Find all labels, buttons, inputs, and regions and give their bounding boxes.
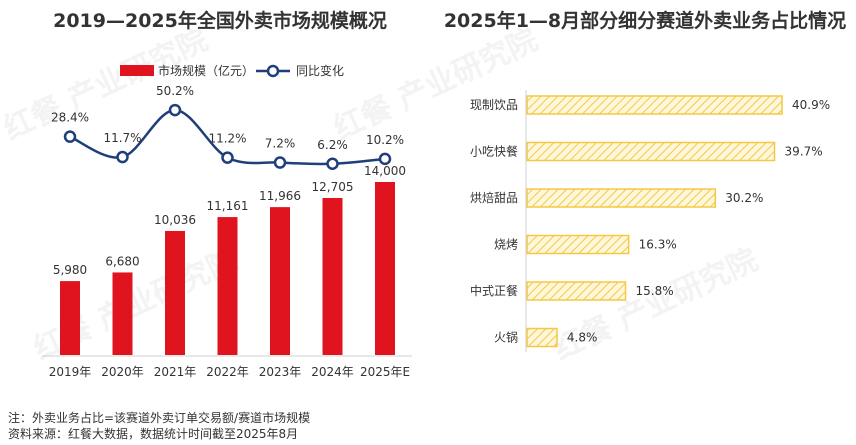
bar-6	[375, 182, 395, 355]
bar-value-label-3: 11,161	[207, 199, 249, 213]
yoy-point-4	[273, 156, 287, 169]
yoy-point-0	[63, 130, 77, 143]
left-chart-title: 2019—2025年全国外卖市场规模概况	[53, 10, 387, 32]
yoy-point-5	[326, 157, 339, 171]
hbar-value-label-1: 39.7%	[785, 145, 823, 159]
x-tick-label-4: 2023年	[259, 365, 302, 379]
right-chart-title: 2025年1—8月部分细分赛道外卖业务占比情况	[443, 10, 847, 32]
hbar-4	[526, 281, 627, 301]
category-label-4: 中式正餐	[470, 283, 518, 298]
hbar-value-label-2: 30.2%	[725, 191, 763, 205]
watermark-text-3: 红餐 产业研究院	[329, 22, 544, 147]
bar-value-label-5: 12,705	[312, 180, 354, 194]
bar-4	[270, 207, 290, 355]
category-label-1: 小吃快餐	[470, 144, 518, 159]
hbar-value-label-5: 4.8%	[567, 331, 598, 345]
yoy-label-2: 50.2%	[156, 84, 194, 98]
yoy-label-1: 11.7%	[103, 131, 141, 145]
legend-label-bar: 市场规模（亿元）	[158, 63, 254, 78]
bar-value-label-6: 14,000	[364, 164, 406, 178]
left-line-group: 28.4% 11.7% 50.2% 11.2% 7.2% 6.2% 10.2%	[51, 84, 404, 171]
bar-1	[112, 272, 133, 355]
x-tick-label-6: 2025年E	[360, 365, 410, 379]
yoy-point-6	[378, 152, 392, 166]
hbar-value-label-0: 40.9%	[792, 98, 830, 112]
hbar-value-label-3: 16.3%	[639, 238, 677, 252]
yoy-label-4: 7.2%	[265, 137, 296, 151]
x-tick-label-0: 2019年	[49, 365, 92, 379]
legend-swatch-marker	[266, 64, 280, 78]
bar-3	[217, 217, 238, 355]
yoy-point-2	[168, 103, 182, 117]
x-tick-label-5: 2024年	[311, 365, 354, 379]
yoy-label-0: 28.4%	[51, 111, 89, 125]
bar-value-label-1: 6,680	[105, 254, 139, 268]
category-label-0: 现制饮品	[470, 98, 518, 112]
watermark-text-4: 红餐 产业研究院	[549, 242, 764, 367]
hbar-3	[526, 234, 630, 255]
hbar-1	[526, 141, 776, 162]
bar-value-label-2: 10,036	[154, 213, 196, 227]
yoy-label-5: 6.2%	[317, 138, 348, 152]
hbar-value-label-4: 15.8%	[636, 284, 674, 298]
yoy-label-3: 11.2%	[208, 132, 246, 146]
hbar-0	[526, 95, 783, 115]
footnote-note: 注：外卖业务占比=该赛道外卖订单交易额/赛道市场规模	[8, 411, 311, 425]
yoy-point-1	[116, 150, 129, 164]
x-tick-label-1: 2020年	[101, 365, 144, 379]
bar-5	[322, 198, 343, 355]
category-label-5: 火锅	[494, 330, 518, 345]
bar-0	[60, 281, 80, 355]
x-tick-label-3: 2022年	[206, 365, 249, 379]
bar-value-label-0: 5,980	[53, 263, 87, 277]
left-legend: 市场规模（亿元） 同比变化	[120, 63, 344, 78]
category-label-2: 烘焙甜品	[470, 190, 518, 205]
bar-2	[165, 230, 185, 355]
left-bars-group: 5,980 2019年 6,680 2020年 10,036 2021年 11,161 202…	[49, 164, 410, 379]
legend-label-line: 同比变化	[296, 63, 344, 78]
category-label-3: 烧烤	[494, 237, 518, 252]
footnote-source: 资料来源：红餐大数据，数据统计时间截至2025年8月	[8, 427, 299, 441]
hbar-5	[526, 327, 558, 348]
bar-value-label-4: 11,966	[259, 189, 301, 203]
hbar-2	[526, 188, 717, 208]
right-bars-group: 40.9% 现制饮品 39.7% 小吃快餐 30.2% 烘焙甜品 16.3% 烧烤 15.8% 中…	[470, 95, 830, 348]
x-tick-label-2: 2021年	[154, 365, 197, 379]
yoy-point-3	[221, 151, 234, 164]
legend-swatch-bar	[120, 65, 154, 76]
yoy-label-6: 10.2%	[366, 133, 404, 147]
